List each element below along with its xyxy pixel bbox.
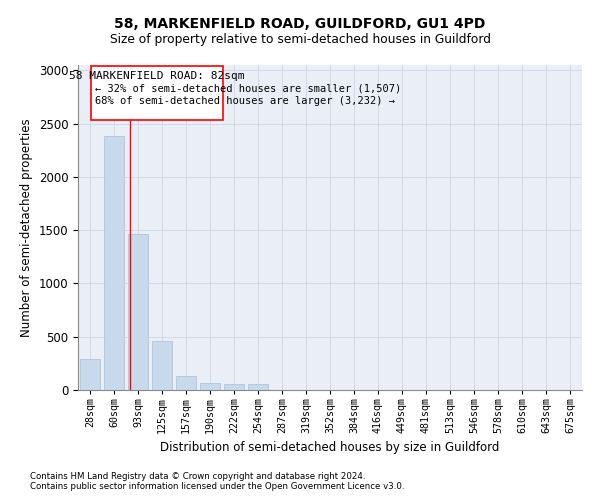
Y-axis label: Number of semi-detached properties: Number of semi-detached properties: [20, 118, 33, 337]
Text: Contains HM Land Registry data © Crown copyright and database right 2024.: Contains HM Land Registry data © Crown c…: [30, 472, 365, 481]
Bar: [248, 384, 268, 390]
Bar: [91, 66, 223, 120]
X-axis label: Distribution of semi-detached houses by size in Guildford: Distribution of semi-detached houses by …: [160, 442, 500, 454]
Text: Contains public sector information licensed under the Open Government Licence v3: Contains public sector information licen…: [30, 482, 404, 491]
Bar: [224, 384, 244, 390]
Text: ← 32% of semi-detached houses are smaller (1,507): ← 32% of semi-detached houses are smalle…: [95, 84, 401, 94]
Bar: [152, 341, 172, 390]
Text: 58, MARKENFIELD ROAD, GUILDFORD, GU1 4PD: 58, MARKENFIELD ROAD, GUILDFORD, GU1 4PD: [115, 18, 485, 32]
Bar: [80, 358, 100, 390]
Text: Size of property relative to semi-detached houses in Guildford: Size of property relative to semi-detach…: [110, 32, 491, 46]
Bar: [128, 234, 148, 390]
Text: 58 MARKENFIELD ROAD: 82sqm: 58 MARKENFIELD ROAD: 82sqm: [70, 72, 245, 82]
Bar: [200, 383, 220, 390]
Bar: [104, 136, 124, 390]
Text: 68% of semi-detached houses are larger (3,232) →: 68% of semi-detached houses are larger (…: [95, 96, 395, 106]
Bar: [176, 376, 196, 390]
